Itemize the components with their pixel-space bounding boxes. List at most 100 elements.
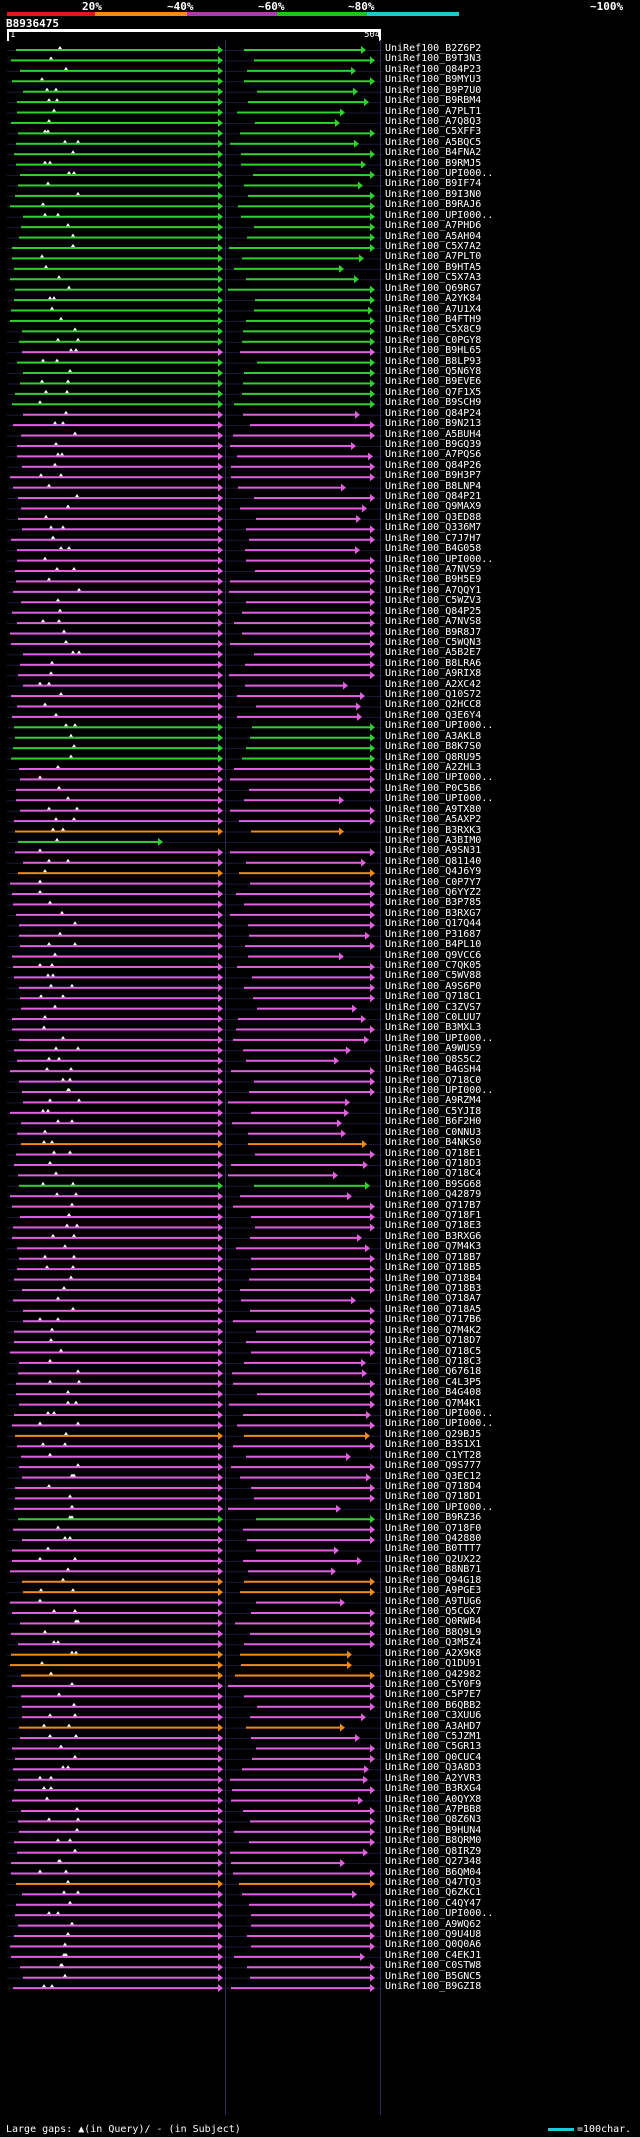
subject-id-label[interactable]: UniRef100_Q7F1X5 xyxy=(385,386,482,398)
subject-id-label[interactable]: UniRef100_Q336M7 xyxy=(385,522,482,534)
subject-id-label[interactable]: UniRef100_C5P7E7 xyxy=(385,1689,482,1701)
subject-id-label[interactable]: UniRef100_B4G058 xyxy=(385,543,482,555)
subject-id-label[interactable]: UniRef100_Q10S72 xyxy=(385,689,482,701)
subject-id-label[interactable]: UniRef100_Q5CGX7 xyxy=(385,1606,482,1617)
subject-id-label[interactable]: UniRef100_C5Y0F9 xyxy=(385,1678,482,1690)
subject-id-label[interactable]: UniRef100_A7Q8Q3 xyxy=(385,115,482,127)
subject-id-label[interactable]: UniRef100_B9HTA5 xyxy=(385,261,482,273)
subject-id-label[interactable]: UniRef100_Q9S777 xyxy=(385,1460,482,1472)
subject-id-label[interactable]: UniRef100_C5WV88 xyxy=(385,970,482,982)
subject-id-label[interactable]: UniRef100_Q81140 xyxy=(385,855,482,867)
subject-id-label[interactable]: UniRef100_B6QBB2 xyxy=(385,1699,482,1711)
subject-id-label[interactable]: UniRef100_UPI000.. xyxy=(385,1501,494,1513)
subject-id-label[interactable]: UniRef100_A3AKL8 xyxy=(385,730,482,742)
subject-id-label[interactable]: UniRef100_Q67618 xyxy=(385,1366,482,1378)
subject-id-label[interactable]: UniRef100_Q8RU95 xyxy=(385,751,482,763)
subject-id-label[interactable]: UniRef100_A9TX80 xyxy=(385,803,482,815)
subject-id-label[interactable]: UniRef100_B8Q9L9 xyxy=(385,1626,482,1638)
subject-id-label[interactable]: UniRef100_Q2UX22 xyxy=(385,1553,482,1565)
subject-id-label[interactable]: UniRef100_C5X7A3 xyxy=(385,272,482,284)
subject-id-label[interactable]: UniRef100_A9S6P0 xyxy=(385,980,482,992)
subject-id-label[interactable]: UniRef100_C5WQN3 xyxy=(385,636,482,648)
subject-id-label[interactable]: UniRef100_Q8S5C2 xyxy=(385,1053,482,1065)
subject-id-label[interactable]: UniRef100_B3S1X1 xyxy=(385,1439,482,1451)
subject-id-label[interactable]: UniRef100_Q718C4 xyxy=(385,1168,482,1180)
subject-id-label[interactable]: UniRef100_Q27348 xyxy=(385,1856,482,1868)
subject-id-label[interactable]: UniRef100_Q718A7 xyxy=(385,1293,482,1305)
subject-id-label[interactable]: UniRef100_A7PQS6 xyxy=(385,449,482,461)
subject-id-label[interactable]: UniRef100_Q94G18 xyxy=(385,1574,482,1586)
subject-id-label[interactable]: UniRef100_B2Z6P2 xyxy=(385,43,482,54)
subject-id-label[interactable]: UniRef100_C5JZM1 xyxy=(385,1731,482,1743)
subject-id-label[interactable]: UniRef100_A9RIX8 xyxy=(385,668,482,680)
subject-id-label[interactable]: UniRef100_C1YT28 xyxy=(385,1449,482,1461)
subject-id-label[interactable]: UniRef100_B3P785 xyxy=(385,897,482,909)
subject-id-label[interactable]: UniRef100_A7PLT1 xyxy=(385,105,482,117)
subject-id-label[interactable]: UniRef100_Q8Z6N3 xyxy=(385,1814,482,1826)
subject-id-label[interactable]: UniRef100_UPI000.. xyxy=(385,1032,494,1044)
subject-id-label[interactable]: UniRef100_P0C5B6 xyxy=(385,782,482,794)
subject-id-label[interactable]: UniRef100_Q718C0 xyxy=(385,1074,482,1086)
subject-id-label[interactable]: UniRef100_C3XUU6 xyxy=(385,1710,482,1722)
subject-id-label[interactable]: UniRef100_B9HUN4 xyxy=(385,1824,482,1836)
subject-id-label[interactable]: UniRef100_A9TUG6 xyxy=(385,1595,482,1607)
subject-id-label[interactable]: UniRef100_Q6ZKC1 xyxy=(385,1887,482,1899)
subject-id-label[interactable]: UniRef100_A2XC42 xyxy=(385,678,482,690)
subject-id-label[interactable]: UniRef100_B9N213 xyxy=(385,418,482,430)
subject-id-label[interactable]: UniRef100_B3RXK3 xyxy=(385,824,482,836)
subject-id-label[interactable]: UniRef100_UPI000.. xyxy=(385,1908,494,1920)
subject-id-label[interactable]: UniRef100_Q7M4K3 xyxy=(385,1241,482,1253)
subject-id-label[interactable]: UniRef100_B4FTH9 xyxy=(385,313,482,325)
subject-id-label[interactable]: UniRef100_C0LUU7 xyxy=(385,1012,482,1024)
subject-id-label[interactable]: UniRef100_C5GR13 xyxy=(385,1741,482,1753)
subject-id-label[interactable]: UniRef100_B8LNP4 xyxy=(385,480,482,492)
subject-id-label[interactable]: UniRef100_UPI000.. xyxy=(385,772,494,784)
subject-id-label[interactable]: UniRef100_P31687 xyxy=(385,928,482,940)
subject-id-label[interactable]: UniRef100_C0PGY8 xyxy=(385,334,482,346)
subject-id-label[interactable]: UniRef100_C5YJI8 xyxy=(385,1105,482,1117)
subject-id-label[interactable]: UniRef100_Q718C3 xyxy=(385,1355,482,1367)
subject-id-label[interactable]: UniRef100_B3MXL3 xyxy=(385,1022,482,1034)
subject-id-label[interactable]: UniRef100_B4NKS0 xyxy=(385,1137,482,1149)
subject-id-label[interactable]: UniRef100_Q718C5 xyxy=(385,1345,482,1357)
subject-id-label[interactable]: UniRef100_B9IF74 xyxy=(385,178,482,190)
subject-id-label[interactable]: UniRef100_B8K7S0 xyxy=(385,741,482,753)
subject-id-label[interactable]: UniRef100_UPI000.. xyxy=(385,168,494,180)
subject-id-label[interactable]: UniRef100_B9SCH9 xyxy=(385,397,482,409)
subject-id-label[interactable]: UniRef100_C0P7Y7 xyxy=(385,876,482,888)
subject-id-label[interactable]: UniRef100_B6F2H0 xyxy=(385,1116,482,1128)
subject-id-label[interactable]: UniRef100_Q42982 xyxy=(385,1668,482,1680)
subject-id-label[interactable]: UniRef100_C7QK05 xyxy=(385,959,482,971)
subject-id-label[interactable]: UniRef100_Q84P21 xyxy=(385,491,482,503)
subject-id-label[interactable]: UniRef100_Q69RG7 xyxy=(385,282,482,294)
subject-id-label[interactable]: UniRef100_A5BQC5 xyxy=(385,136,482,148)
subject-id-label[interactable]: UniRef100_B5GNC5 xyxy=(385,1970,482,1982)
subject-id-label[interactable]: UniRef100_Q718B3 xyxy=(385,1282,482,1294)
subject-id-label[interactable]: UniRef100_A7PLT0 xyxy=(385,251,482,263)
subject-id-label[interactable]: UniRef100_A7PHD6 xyxy=(385,220,482,232)
subject-id-label[interactable]: UniRef100_Q8IRZ9 xyxy=(385,1845,482,1857)
subject-id-label[interactable]: UniRef100_Q718F0 xyxy=(385,1522,482,1534)
subject-id-label[interactable]: UniRef100_Q84P26 xyxy=(385,459,482,471)
subject-id-label[interactable]: UniRef100_Q718D7 xyxy=(385,1335,482,1347)
subject-id-label[interactable]: UniRef100_C5X8C9 xyxy=(385,324,482,336)
subject-id-label[interactable]: UniRef100_B9I3N0 xyxy=(385,188,482,200)
subject-id-label[interactable]: UniRef100_UPI000.. xyxy=(385,553,494,565)
subject-id-label[interactable]: UniRef100_Q4J6Y9 xyxy=(385,866,482,878)
subject-id-label[interactable]: UniRef100_Q718F1 xyxy=(385,1210,482,1222)
subject-id-label[interactable]: UniRef100_Q3M5Z4 xyxy=(385,1637,482,1649)
subject-id-label[interactable]: UniRef100_C3ZVS7 xyxy=(385,1001,482,1013)
subject-id-label[interactable]: UniRef100_C5WZV3 xyxy=(385,595,482,607)
subject-id-label[interactable]: UniRef100_Q42879 xyxy=(385,1189,482,1201)
subject-id-label[interactable]: UniRef100_Q17Q44 xyxy=(385,918,482,930)
subject-id-label[interactable]: UniRef100_Q3E6Y4 xyxy=(385,709,482,721)
subject-id-label[interactable]: UniRef100_Q718E3 xyxy=(385,1220,482,1232)
subject-id-label[interactable]: UniRef100_A2YK84 xyxy=(385,293,482,305)
subject-id-label[interactable]: UniRef100_B9SG68 xyxy=(385,1178,482,1190)
subject-id-label[interactable]: UniRef100_B4GSH4 xyxy=(385,1064,482,1076)
subject-id-label[interactable]: UniRef100_Q7M4K2 xyxy=(385,1324,482,1336)
subject-id-label[interactable]: UniRef100_A7NVS9 xyxy=(385,564,482,575)
subject-id-label[interactable]: UniRef100_B9GZI8 xyxy=(385,1981,482,1993)
subject-id-label[interactable]: UniRef100_B8QRM0 xyxy=(385,1835,482,1847)
subject-id-label[interactable]: UniRef100_B8LP93 xyxy=(385,355,482,367)
